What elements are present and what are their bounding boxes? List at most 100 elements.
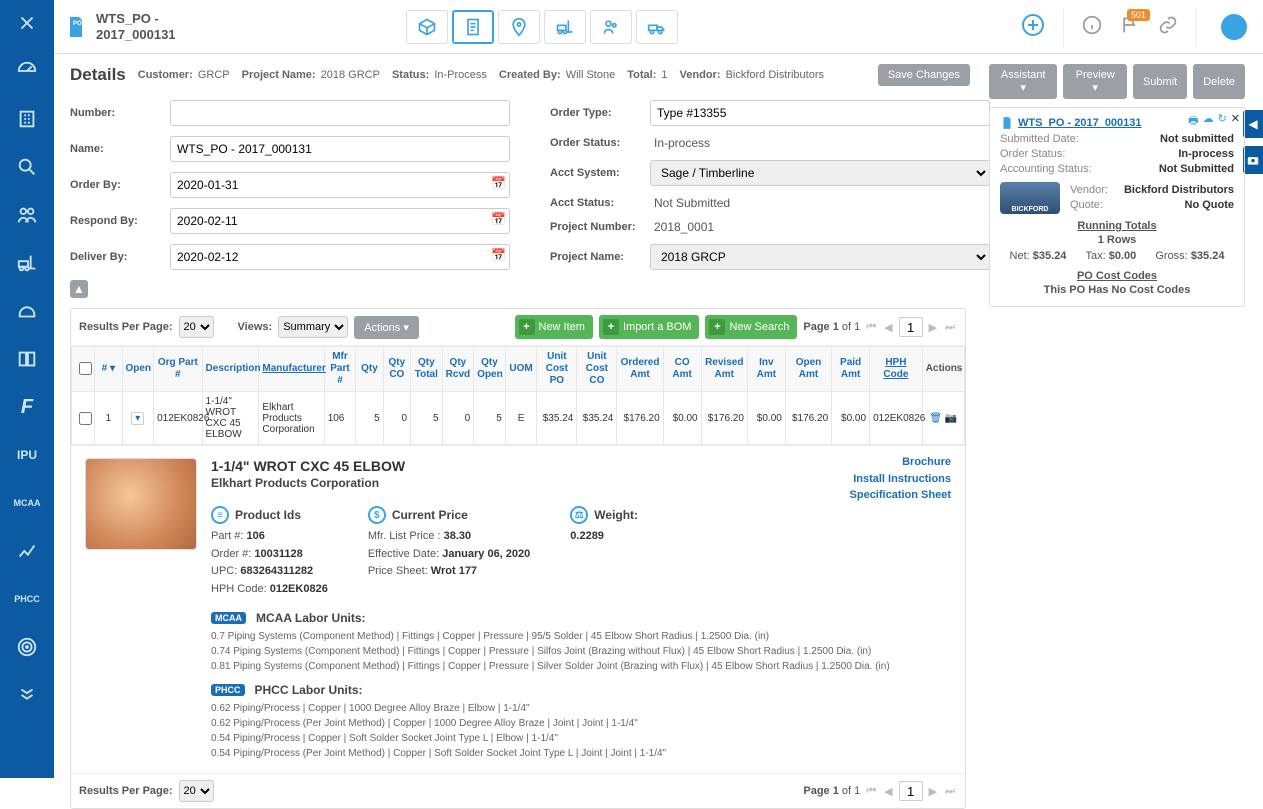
nav-dashboard-icon[interactable] [10,54,44,88]
col-qtytotal[interactable]: Qty Total [415,357,438,380]
row-checkbox[interactable] [79,412,92,425]
pager-prev-icon[interactable]: ◀ [882,321,894,334]
col-unitcostco[interactable]: Unit Cost CO [586,351,608,386]
save-changes-button[interactable]: Save Changes [878,64,970,86]
col-qtyco[interactable]: Qty CO [388,357,405,380]
select-all-checkbox[interactable] [79,362,92,375]
rpp-select-bottom[interactable]: 20 [179,780,214,802]
pager-first-icon[interactable]: ⏮ [864,321,878,334]
new-search-button[interactable]: +New Search [705,315,797,339]
delete-button[interactable]: Delete [1193,64,1245,99]
respondby-input[interactable] [170,208,510,234]
calendar-icon[interactable]: 📅 [491,176,506,190]
preview-button[interactable]: Preview ▾ [1063,64,1126,99]
edge-tab-camera-icon[interactable] [1243,146,1263,174]
pager-next-icon[interactable]: ▶ [927,785,939,798]
col-qtyrcvd[interactable]: Qty Rcvd [446,357,470,380]
col-invamt[interactable]: Inv Amt [757,357,776,380]
col-open[interactable]: Open [126,363,152,374]
col-orderedamt[interactable]: Ordered Amt [621,357,660,380]
col-qty[interactable]: Qty [361,363,378,374]
brochure-link[interactable]: Brochure [850,454,951,471]
toolbar-delivery-icon[interactable] [636,10,678,44]
col-qtyopen[interactable]: Qty Open [477,357,503,380]
number-input[interactable] [170,100,510,126]
nav-expand-icon[interactable] [10,678,44,712]
deliverby-input[interactable] [170,244,510,270]
pager-last-icon[interactable]: ⏭ [943,321,957,334]
notifications-flag-icon[interactable]: 501 [1120,15,1140,38]
product-title: 1-1/4" WROT CXC 45 ELBOW [211,458,951,474]
running-totals-heading: Running Totals [1077,220,1156,232]
card-print-icon[interactable]: 🖶 [1188,112,1198,131]
nav-building-icon[interactable] [10,102,44,136]
assistant-button[interactable]: Assistant ▾ [989,64,1057,99]
name-input[interactable] [170,136,510,162]
nav-phcc-icon[interactable]: PHCC [10,582,44,616]
col-paidamt[interactable]: Paid Amt [840,357,861,380]
views-select[interactable]: Summary [278,316,348,338]
col-uom[interactable]: UOM [509,363,532,374]
right-panel: Assistant ▾ Preview ▾ Submit Delete 🖶 ☁ … [989,64,1245,307]
pager-next-icon[interactable]: ▶ [927,321,939,334]
orderby-input[interactable] [170,172,510,198]
toolbar-doc-icon[interactable] [452,10,494,44]
col-coamt[interactable]: CO Amt [672,357,691,380]
nav-f-icon[interactable]: F [10,390,44,424]
nav-users-icon[interactable] [10,198,44,232]
link-icon[interactable] [1158,15,1178,38]
toolbar-forklift-icon[interactable] [544,10,586,44]
spec-link[interactable]: Specification Sheet [850,487,951,504]
actions-dropdown-button[interactable]: Actions ▾ [354,316,419,339]
col-unitcostpo[interactable]: Unit Cost PO [546,351,568,386]
nav-close-icon[interactable] [10,6,44,40]
nav-book-icon[interactable] [10,342,44,376]
toolbar-location-icon[interactable] [498,10,540,44]
col-hph[interactable]: HPH Code [883,357,908,380]
col-desc[interactable]: Description [206,363,261,374]
collapse-details-button[interactable]: ▲ [70,280,88,298]
nav-forklift-icon[interactable] [10,246,44,280]
pager-page-input[interactable] [899,317,923,337]
nav-chart-icon[interactable] [10,534,44,568]
nav-mcaa-icon[interactable]: MCAA [10,486,44,520]
phcc-badge-icon: PHCC [211,684,245,696]
add-circle-icon[interactable] [1021,13,1045,40]
pager-first-icon[interactable]: ⏮ [864,785,878,798]
pager-page-input-bottom[interactable] [899,781,923,801]
toolbar-box-icon[interactable] [406,10,448,44]
info-icon[interactable] [1082,15,1102,38]
col-mfrpart[interactable]: Mfr Part # [330,351,349,386]
card-cloud-icon[interactable]: ☁ [1203,112,1214,131]
pager-prev-icon[interactable]: ◀ [882,785,894,798]
card-title-link[interactable]: WTS_PO - 2017_000131 [1018,117,1142,129]
install-link[interactable]: Install Instructions [850,471,951,488]
import-bom-button[interactable]: +Import a BOM [599,315,699,339]
card-close-icon[interactable]: ✕ [1231,112,1240,131]
user-avatar[interactable] [1221,14,1247,40]
nav-hardhat-icon[interactable] [10,294,44,328]
row-expand-toggle[interactable]: ▾ [131,412,144,425]
new-item-button[interactable]: +New Item [515,315,593,339]
projectname-select[interactable]: 2018 GRCP [650,244,990,270]
col-num[interactable]: # [102,363,108,374]
toolbar-users-icon[interactable] [590,10,632,44]
calendar-icon[interactable]: 📅 [491,248,506,262]
nav-target-icon[interactable] [10,630,44,664]
row-delete-icon[interactable]: 🗑 [929,413,942,424]
ordertype-input[interactable] [650,100,990,126]
pager-last-icon[interactable]: ⏭ [943,785,957,798]
calendar-icon[interactable]: 📅 [491,212,506,226]
row-camera-icon[interactable]: 📷 [945,413,957,424]
col-orgpart[interactable]: Org Part # [158,357,198,380]
nav-search-icon[interactable] [10,150,44,184]
card-refresh-icon[interactable]: ↻ [1218,112,1227,131]
edge-tab-collapse[interactable]: ◀ [1243,110,1263,138]
acctsystem-select[interactable]: Sage / Timberline [650,160,990,186]
col-openamt[interactable]: Open Amt [796,357,822,380]
nav-ipu-icon[interactable]: IPU [10,438,44,472]
submit-button[interactable]: Submit [1133,64,1187,99]
col-revisedamt[interactable]: Revised Amt [705,357,743,380]
col-mfr[interactable]: Manufacturer [262,363,325,374]
rpp-select[interactable]: 20 [179,316,214,338]
